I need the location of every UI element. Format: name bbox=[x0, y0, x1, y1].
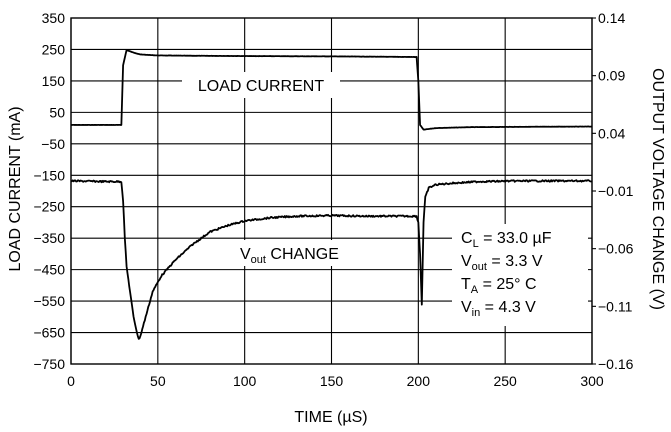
series-layer bbox=[70, 49, 593, 340]
right-tick-label: −0.16 bbox=[598, 356, 634, 372]
conditions-box bbox=[452, 224, 588, 326]
condition-line: Vin = 4.3 V bbox=[461, 299, 536, 319]
x-tick-label: 250 bbox=[493, 373, 517, 389]
annotations: LOAD CURRENT Vout CHANGE CL = 33.0 µF Vout … bbox=[182, 72, 588, 326]
left-tick-label: −350 bbox=[33, 230, 65, 246]
x-tick-labels: 0 50 100 150 200 250 300 bbox=[67, 373, 604, 389]
x-tick-label: 0 bbox=[67, 373, 75, 389]
left-tick-label: −50 bbox=[41, 136, 65, 152]
x-tick-label: 300 bbox=[580, 373, 604, 389]
left-tick-label: −250 bbox=[33, 199, 65, 215]
vout-change-label-bg bbox=[232, 240, 370, 266]
right-tick-label: 0.04 bbox=[598, 125, 625, 141]
right-tick-label: −0.06 bbox=[598, 241, 634, 257]
right-tick-label: 0.14 bbox=[598, 10, 625, 26]
x-tick-label: 50 bbox=[150, 373, 166, 389]
right-axis-title: OUTPUT VOLTAGE CHANGE (V) bbox=[649, 68, 666, 310]
left-tick-label: 50 bbox=[49, 104, 65, 120]
left-tick-label: 350 bbox=[42, 10, 66, 26]
condition-line: Vout = 3.3 V bbox=[461, 253, 543, 273]
right-tick-label: 0.09 bbox=[598, 68, 625, 84]
load-current-line bbox=[70, 49, 593, 131]
load-current-label: LOAD CURRENT bbox=[198, 78, 324, 95]
load-current-label-bg bbox=[182, 72, 340, 98]
x-axis-title-unit: µS bbox=[342, 409, 362, 426]
left-tick-label: −650 bbox=[33, 325, 65, 341]
left-tick-label: −750 bbox=[33, 356, 65, 372]
left-tick-label: 150 bbox=[42, 73, 66, 89]
left-tick-label: −150 bbox=[33, 167, 65, 183]
condition-line: CL = 33.0 µF bbox=[461, 230, 552, 250]
right-tick-labels: 0.14 0.09 0.04 −0.01 −0.06 −0.11 −0.16 bbox=[592, 10, 634, 372]
x-tick-label: 100 bbox=[233, 373, 257, 389]
right-tick-label: −0.11 bbox=[598, 298, 633, 314]
right-tick-label: −0.01 bbox=[598, 183, 634, 199]
left-tick-label: 250 bbox=[42, 41, 66, 57]
condition-line: TA = 25° C bbox=[461, 276, 537, 296]
x-axis-title-end: ) bbox=[362, 409, 367, 426]
x-axis-title: TIME (µS) bbox=[294, 409, 367, 426]
grid bbox=[70, 17, 593, 365]
x-tick-label: 150 bbox=[320, 373, 344, 389]
vout-change-line bbox=[70, 179, 593, 340]
left-tick-labels: 350 250 150 50 −50 −150 −250 −350 −450 −550 −650 −7… bbox=[33, 10, 65, 372]
left-tick-label: −550 bbox=[33, 293, 65, 309]
left-axis-title: LOAD CURRENT (mA) bbox=[7, 106, 24, 271]
x-axis-title-main: TIME ( bbox=[294, 409, 343, 426]
x-tick-label: 200 bbox=[407, 373, 431, 389]
vout-change-label: Vout CHANGE bbox=[240, 246, 339, 266]
left-tick-label: −450 bbox=[33, 262, 65, 278]
